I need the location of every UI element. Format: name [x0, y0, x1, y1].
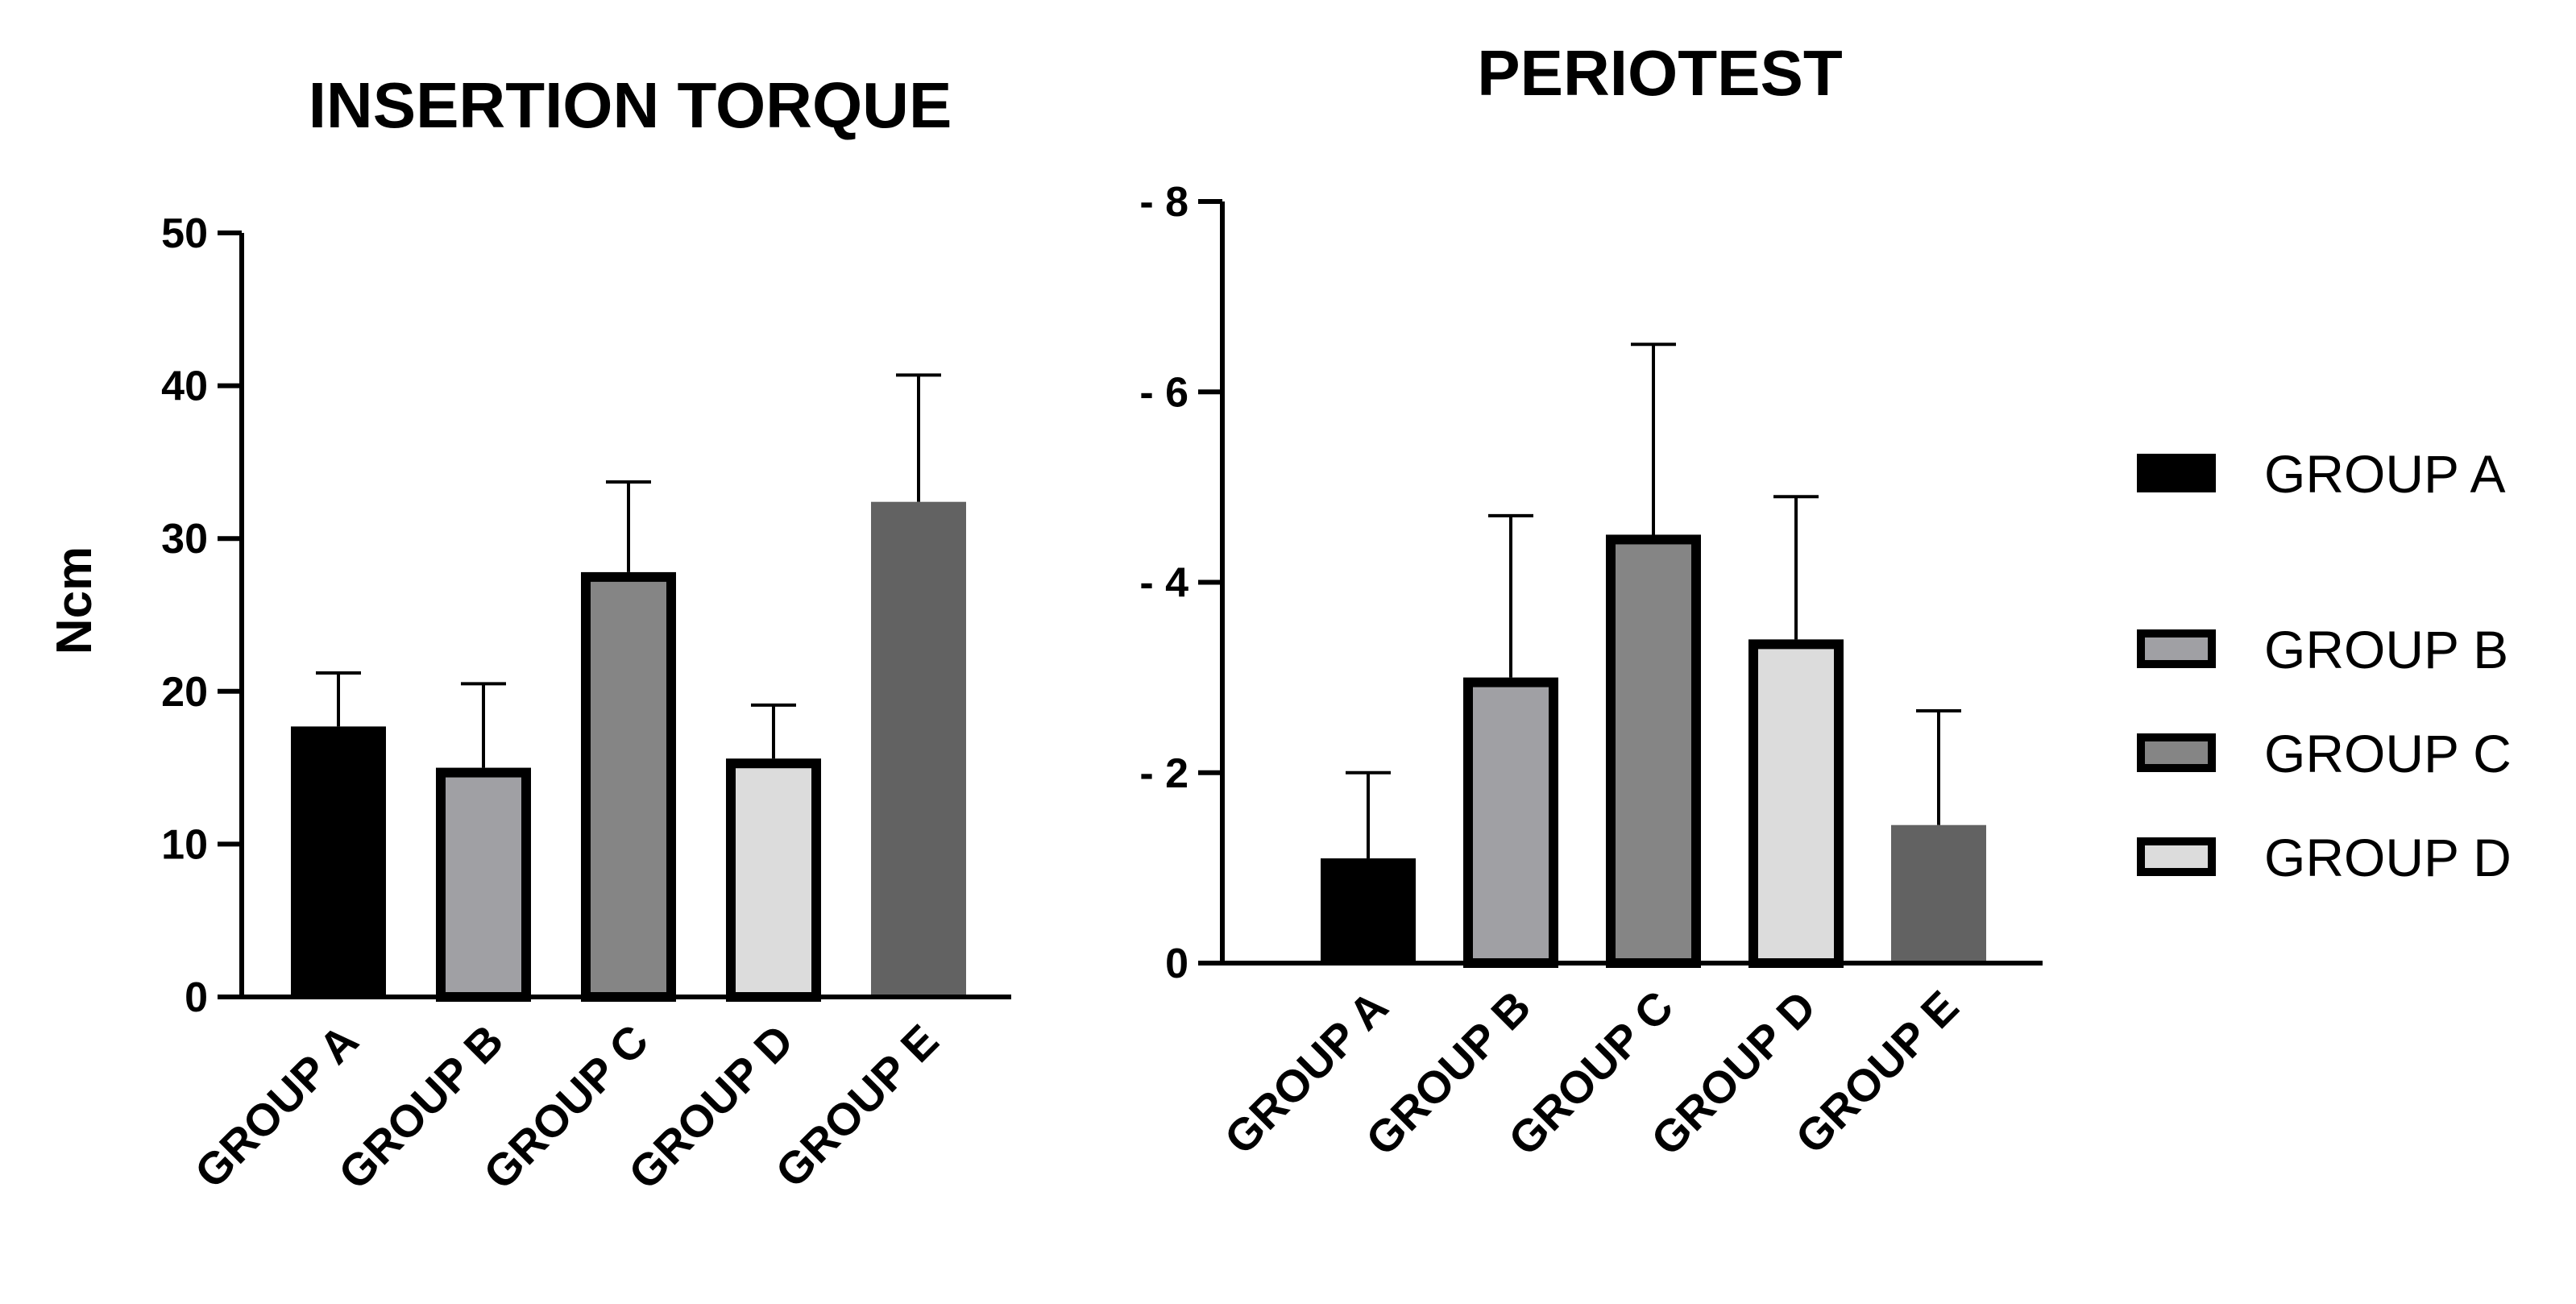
insertion-torque-chart: INSERTION TORQUE Ncm 0 10 20 30 40 50 GROUP A… [47, 69, 1011, 1199]
legend-swatch [2137, 733, 2216, 772]
insertion-torque-bar [581, 571, 676, 1002]
periotest-bar [1891, 824, 1986, 963]
insertion-torque-bar [291, 726, 386, 997]
periotest-bar [1748, 639, 1844, 968]
periotest-ytick-label: - 2 [1139, 750, 1188, 797]
insertion-torque-ylabel: Ncm [47, 546, 102, 654]
legend-swatch [2137, 454, 2216, 492]
insertion-torque-bar [726, 758, 821, 1002]
periotest-ytick-label: 0 [1165, 941, 1188, 987]
legend-label: GROUP B [2264, 620, 2508, 679]
legend-label: GROUP D [2264, 828, 2512, 887]
periotest-bar [1606, 534, 1701, 968]
legend-label: GROUP C [2264, 724, 2512, 783]
insertion-torque-ytick-label: 30 [161, 516, 208, 563]
periotest-ytick-label: - 4 [1139, 560, 1188, 607]
insertion-torque-ytick-label: 10 [161, 821, 208, 868]
legend-swatch [2137, 629, 2216, 668]
insertion-torque-ytick-label: 0 [185, 974, 208, 1021]
insertion-torque-ytick-label: 40 [161, 363, 208, 410]
legend-label: GROUP A [2264, 444, 2506, 504]
legend-swatch [2137, 837, 2216, 876]
periotest-title: PERIOTEST [1477, 37, 1843, 109]
insertion-torque-bar [871, 501, 966, 997]
periotest-ytick-label: - 6 [1139, 369, 1188, 416]
periotest-bar [1463, 677, 1558, 968]
insertion-torque-ytick-label: 50 [161, 210, 208, 257]
periotest-ytick-label: - 8 [1139, 179, 1188, 226]
periotest-bar [1321, 858, 1416, 963]
insertion-torque-title: INSERTION TORQUE [309, 69, 952, 141]
insertion-torque-bar [436, 767, 531, 1002]
legend: GROUP A GROUP B GROUP C GROUP D [2137, 444, 2512, 887]
insertion-torque-ytick-label: 20 [161, 669, 208, 716]
